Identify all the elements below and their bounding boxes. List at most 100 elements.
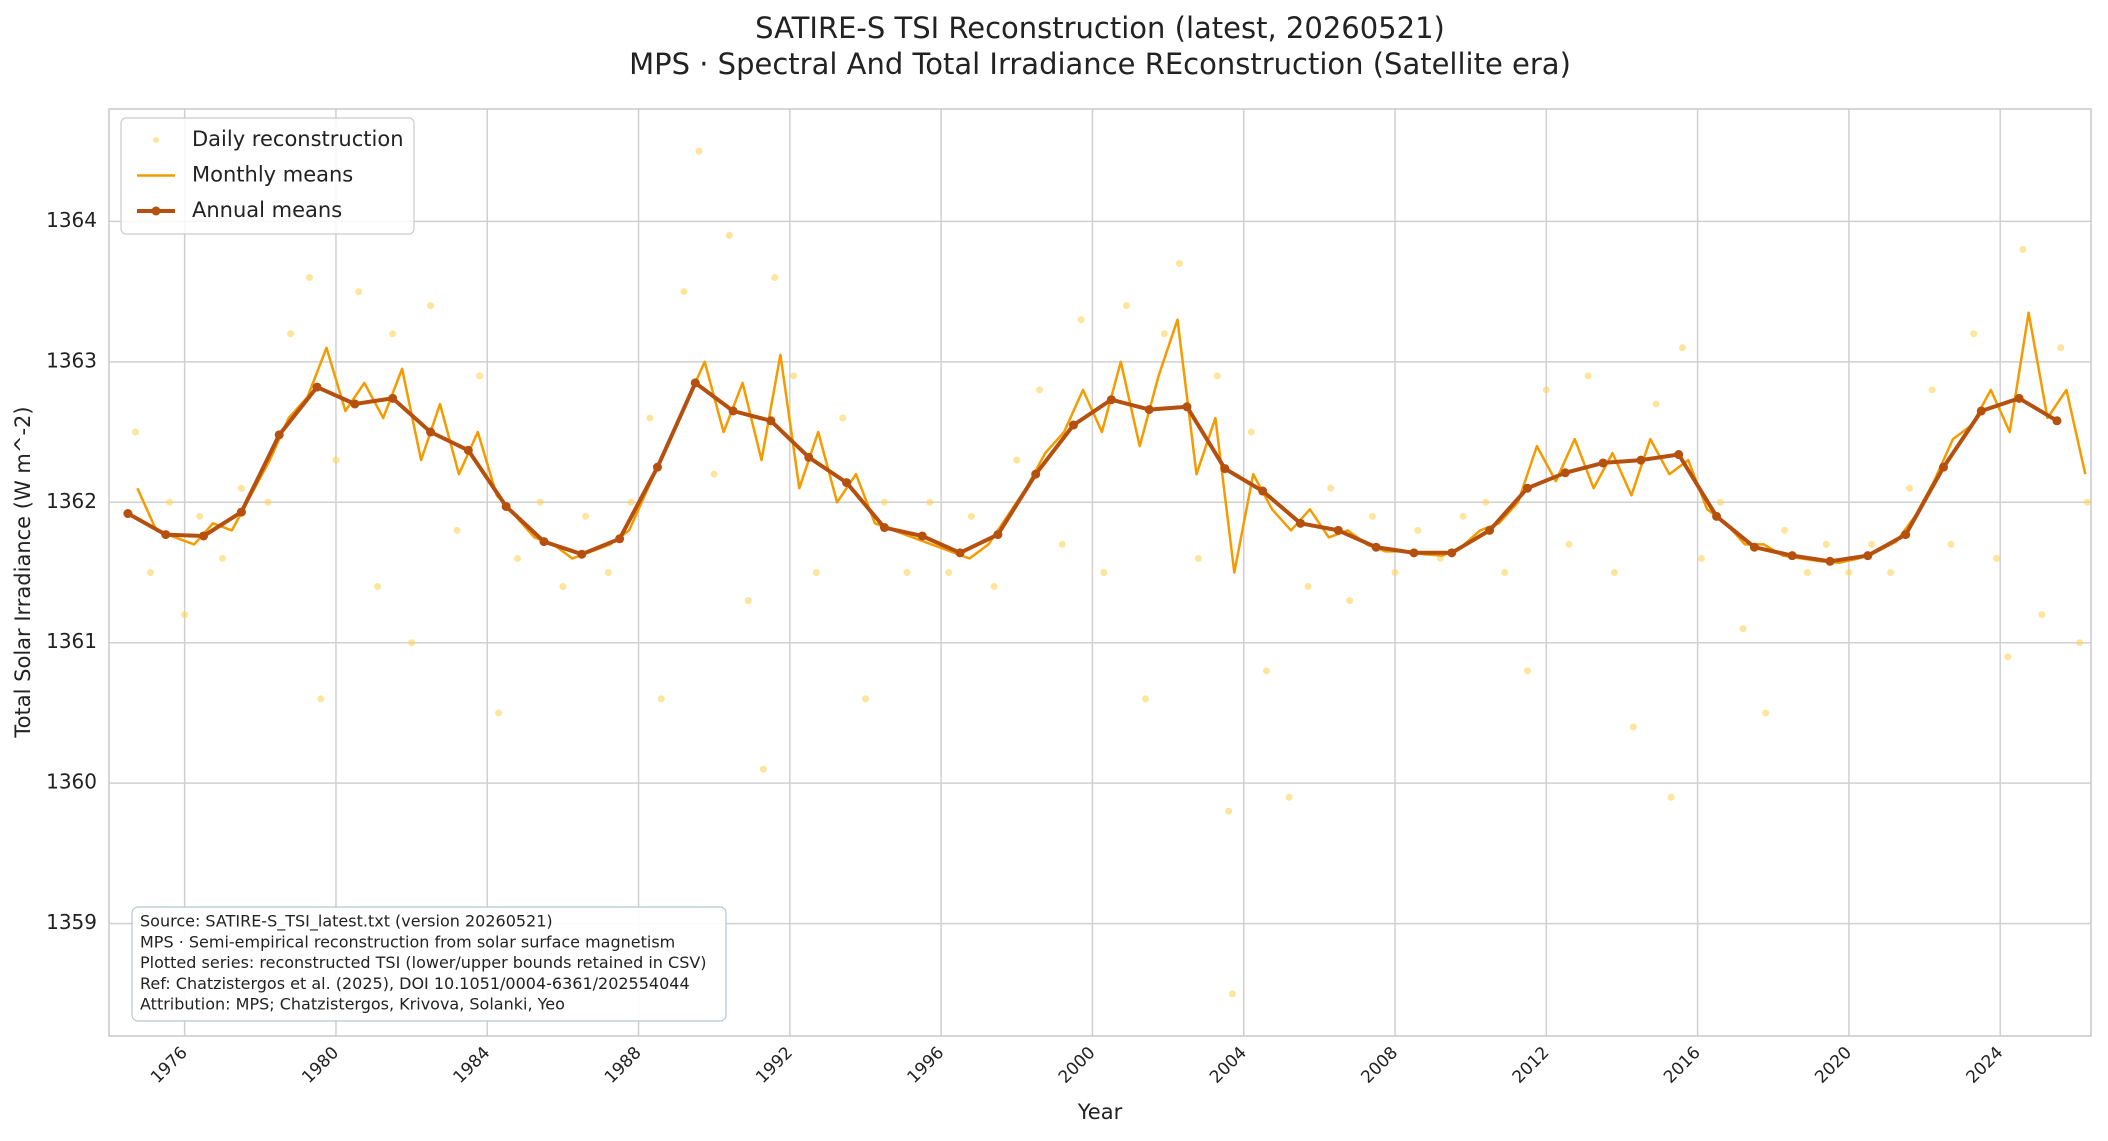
scatter-point [604, 569, 612, 576]
chart-subtitle: MPS · Spectral And Total Irradiance REco… [629, 47, 1571, 81]
marker [1447, 548, 1457, 558]
y-tick-label: 1361 [46, 629, 97, 653]
marker [842, 478, 852, 488]
annotation-line: MPS · Semi-empirical reconstruction from… [140, 932, 675, 951]
scatter-point [1905, 484, 1913, 492]
marker [1220, 464, 1230, 474]
scatter-point [1629, 723, 1637, 731]
legend-box [120, 117, 415, 235]
plot-frame [108, 108, 2092, 1037]
scatter-point [317, 695, 325, 703]
plot-area [123, 147, 2091, 998]
scatter-point [1542, 386, 1550, 394]
annotation-line: Source: SATIRE-S_TSI_latest.txt (version… [140, 912, 553, 932]
scatter-point [880, 498, 888, 506]
marker [1106, 395, 1116, 405]
marker [426, 427, 436, 437]
scatter-point [945, 569, 953, 576]
marker [539, 537, 549, 547]
scatter-point [839, 414, 847, 422]
marker [123, 509, 133, 519]
marker [1485, 525, 1495, 535]
scatter-point [1822, 540, 1830, 548]
scatter-point [1175, 260, 1183, 267]
scatter-point [967, 512, 975, 520]
scatter-point [495, 709, 503, 717]
marker [1636, 455, 1646, 465]
y-axis-label: Total Solar Irradiance (W m^-2) [11, 406, 35, 738]
marker [388, 393, 398, 403]
y-tick-label: 1363 [46, 348, 97, 372]
scatter-point [1058, 540, 1066, 548]
marker [879, 523, 889, 533]
scatter-point [771, 274, 779, 282]
scatter-point [237, 484, 245, 492]
scatter-point [1141, 695, 1149, 703]
marker [1182, 402, 1192, 412]
scatter-point [1225, 807, 1233, 815]
scatter-point [1678, 344, 1686, 352]
scatter-point [1716, 498, 1724, 506]
scatter-point [305, 274, 313, 282]
scatter-point [695, 147, 703, 155]
scatter-point [1739, 625, 1747, 633]
scatter-point [559, 583, 567, 591]
scatter-point [1610, 569, 1618, 576]
scatter-point [861, 695, 869, 703]
marker [1674, 450, 1684, 460]
annotation-frame [131, 906, 727, 1022]
marker [993, 530, 1003, 540]
scatter-point [1565, 540, 1573, 548]
scatter-point [1213, 372, 1221, 380]
chart-title: SATIRE-S TSI Reconstruction (latest, 202… [755, 11, 1445, 45]
line-2 [126, 380, 2059, 564]
marker [1031, 469, 1041, 479]
marker [274, 430, 284, 440]
y-tick-label: 1364 [46, 208, 97, 232]
marker [1144, 405, 1154, 415]
scatter-point [2076, 639, 2084, 647]
marker [1560, 468, 1570, 478]
scatter-point [2083, 498, 2091, 506]
scatter-point [1414, 526, 1422, 534]
scatter-point [514, 554, 522, 562]
marker [350, 399, 360, 409]
marker [1787, 551, 1797, 561]
annotation-line: Plotted series: reconstructed TSI (lower… [140, 953, 707, 972]
marker [1522, 483, 1532, 493]
scatter-point [2038, 611, 2046, 619]
marker [1295, 518, 1305, 528]
scatter-point [355, 288, 363, 296]
legend-label: Monthly means [192, 163, 353, 187]
marker [312, 382, 322, 392]
scatter-point [1100, 569, 1108, 576]
y-tick-label: 1360 [46, 770, 97, 794]
marker [577, 549, 587, 559]
scatter-point [131, 428, 139, 436]
scatter-point [1667, 793, 1675, 801]
scatter-point [196, 512, 204, 520]
marker [501, 501, 511, 511]
scatter-point [1391, 569, 1399, 576]
scatter-point [1285, 793, 1293, 801]
marker [690, 378, 700, 388]
scatter-point [2019, 245, 2027, 253]
scatter-point [1368, 512, 1376, 520]
scatter-point [790, 372, 798, 380]
marker [1712, 511, 1722, 521]
scatter-point [759, 765, 767, 773]
marker [615, 534, 625, 544]
scatter-point [166, 498, 174, 506]
y-tick-label: 1359 [46, 910, 97, 934]
scatter-point [287, 330, 295, 338]
scatter-point [1781, 526, 1789, 534]
scatter-point [1970, 330, 1978, 338]
scatter-point [2004, 653, 2012, 661]
scatter-point [725, 231, 733, 239]
legend: Daily reconstruction Monthly means Annual … [120, 117, 415, 235]
scatter-point [536, 498, 544, 506]
marker [804, 452, 814, 462]
scatter-point [926, 498, 934, 506]
scatter-point [657, 695, 665, 703]
